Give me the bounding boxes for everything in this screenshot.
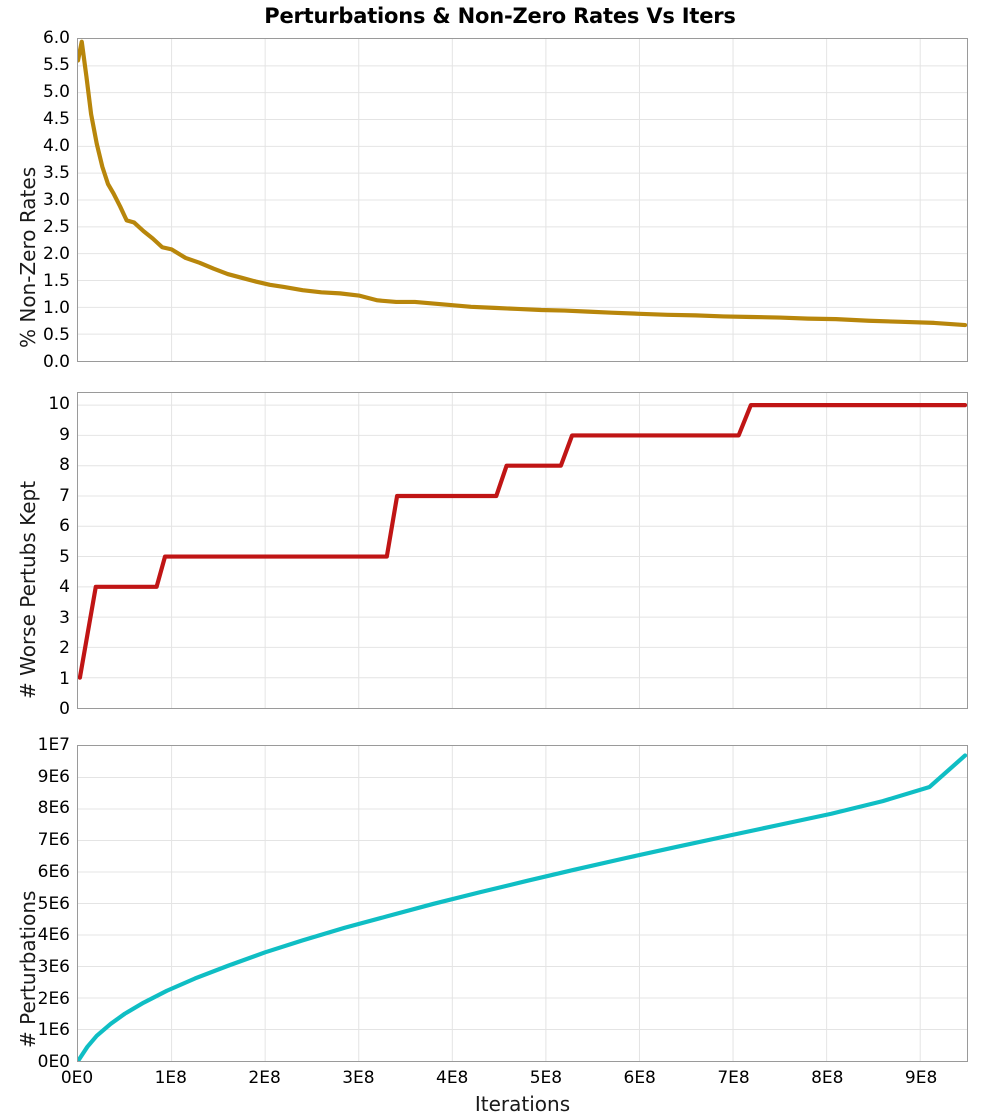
- x-tick-label: 4E8: [436, 1068, 469, 1088]
- y-tick-label: 5.0: [42, 82, 70, 102]
- plot-area-nonzero: [78, 39, 967, 361]
- x-tick-label: 8E8: [811, 1068, 844, 1088]
- chart-panel-worse-pertubs-kept: [77, 392, 968, 709]
- y-tick-label: 0: [59, 699, 70, 719]
- y-axis-ticks-nonzero: 0.0 0.5 1.0 1.5 2.0 2.5 3.0 3.5 4.0 4.5 5.0 5.5 6.0: [0, 28, 77, 372]
- y-axis-label-nonzero: % Non-Zero Rates: [16, 166, 40, 348]
- x-tick-label: 0E0: [60, 1068, 94, 1088]
- y-tick-label: 3.0: [42, 190, 70, 210]
- y-tick-label: 4: [59, 577, 70, 598]
- x-tick-label: 9E8: [904, 1068, 938, 1088]
- y-tick-label: 3: [59, 607, 70, 628]
- x-tick-label: 2E8: [248, 1068, 281, 1088]
- x-tick-label: 6E8: [623, 1068, 656, 1088]
- y-axis-label-worse-pertubs: # Worse Pertubs Kept: [16, 480, 40, 699]
- x-tick-label: 7E8: [717, 1068, 750, 1088]
- chart-panel-nonzero-rates: [77, 38, 968, 362]
- y-tick-label: 1: [59, 668, 70, 689]
- y-tick-label: 10: [48, 394, 70, 415]
- y-tick-label: 2: [59, 638, 70, 658]
- y-tick-label: 8E6: [37, 798, 70, 819]
- y-axis-ticks-worse-pertubs: 0 1 2 3 4 5 6 7 8 9 10: [0, 392, 77, 719]
- plot-area-perturbations: [78, 746, 967, 1061]
- x-tick-label: 1E8: [154, 1068, 187, 1088]
- y-tick-label: 6.0: [42, 28, 70, 48]
- x-tick-label: 5E8: [529, 1068, 563, 1088]
- y-tick-label: 2.5: [42, 217, 70, 237]
- y-tick-label: 9: [59, 424, 70, 445]
- x-axis-label: Iterations: [474, 1092, 571, 1116]
- y-tick-label: 6E6: [37, 861, 70, 882]
- y-tick-label: 4E6: [37, 925, 70, 946]
- y-tick-label: 6: [59, 516, 70, 537]
- y-tick-label: 5E6: [37, 893, 70, 914]
- y-tick-label: 1E7: [37, 735, 70, 755]
- y-tick-label: 0.5: [42, 325, 70, 345]
- page-title: Perturbations & Non-Zero Rates Vs Iters: [264, 4, 736, 28]
- y-tick-label: 8: [59, 455, 70, 476]
- y-tick-label: 1.5: [42, 271, 70, 291]
- y-tick-label: 4.5: [42, 109, 70, 129]
- y-tick-label: 7: [59, 485, 70, 506]
- y-tick-label: 3.5: [42, 163, 70, 183]
- y-tick-label: 1.0: [42, 298, 70, 318]
- y-tick-label: 5.5: [42, 55, 70, 75]
- y-tick-label: 2E6: [37, 988, 70, 1009]
- y-tick-label: 5: [59, 546, 70, 567]
- y-axis-label-perturbations: # Perturbations: [16, 890, 40, 1048]
- y-tick-label: 2.0: [42, 244, 70, 264]
- y-tick-label: 0E0: [37, 1052, 70, 1072]
- x-tick-label: 3E8: [342, 1068, 375, 1088]
- chart-panel-perturbations: [77, 745, 968, 1062]
- y-tick-label: 9E6: [37, 766, 70, 787]
- x-axis-ticks: 0E0 1E8 2E8 3E8 4E8 5E8 6E8 7E8 8E8 9E8: [61, 1068, 968, 1092]
- y-tick-label: 0.0: [42, 352, 70, 372]
- y-tick-label: 3E6: [37, 956, 70, 977]
- y-tick-label: 1E6: [37, 1020, 70, 1041]
- y-axis-ticks-perturbations: 0E0 1E6 2E6 3E6 4E6 5E6 6E6 7E6 8E6 9E6 1E7: [0, 735, 77, 1072]
- y-tick-label: 7E6: [37, 830, 70, 851]
- y-tick-label: 4.0: [42, 136, 70, 156]
- plot-area-worse-pertubs: [78, 393, 967, 708]
